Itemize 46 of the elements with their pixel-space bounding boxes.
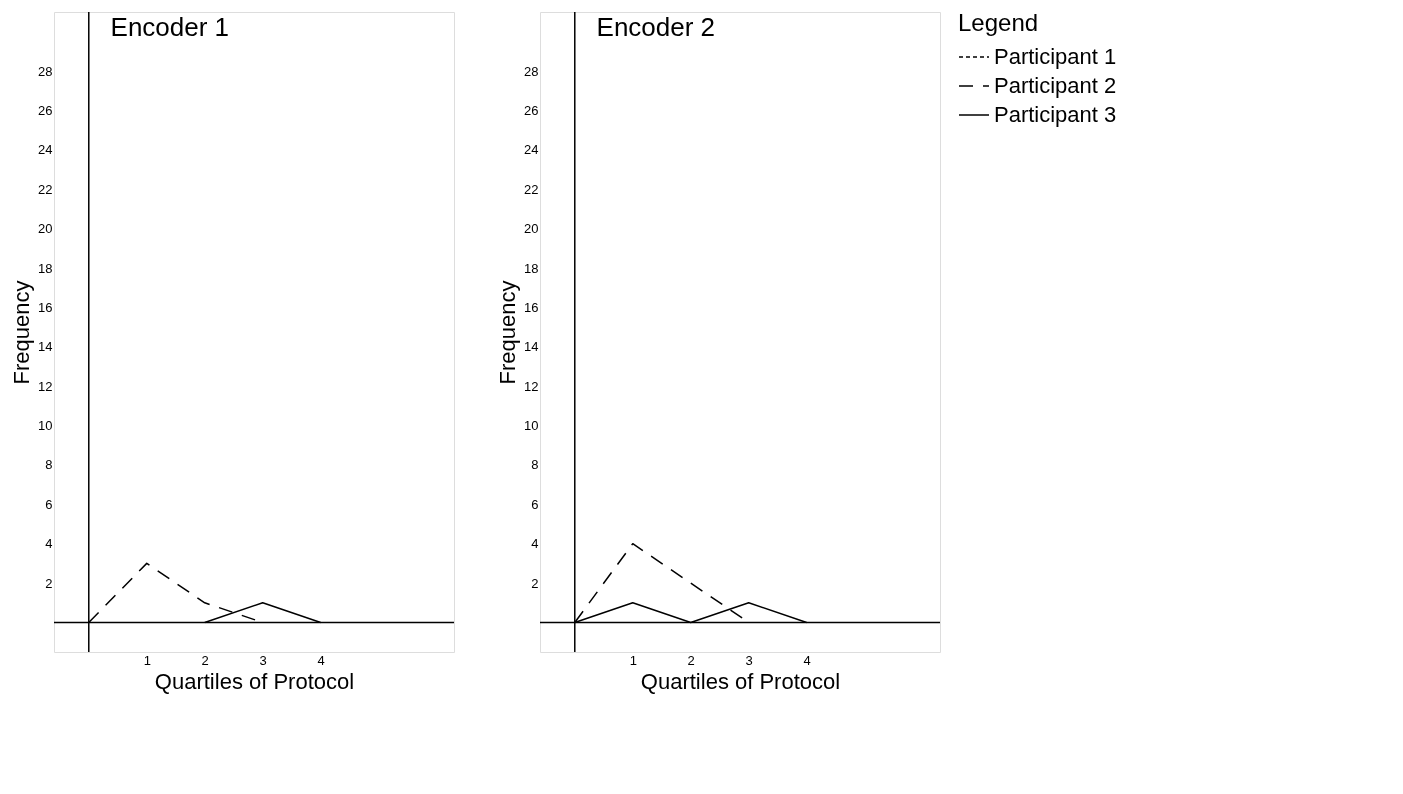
y-tick-label: 6 [531,496,539,512]
x-tick-label: 1 [143,652,151,668]
y-tick-label: 28 [524,63,539,79]
y-tick-label: 16 [38,299,53,315]
y-tick-label: 2 [45,575,53,591]
x-axis-title: Quartiles of Protocol [640,668,841,694]
y-tick-label: 18 [38,260,53,276]
x-tick-label: 4 [317,652,325,668]
x-tick-label: 1 [629,652,637,668]
x-tick-label: 2 [687,652,695,668]
y-tick-label: 8 [45,457,53,473]
legend-title: Legend [958,9,1039,36]
y-tick-label: 14 [38,339,53,355]
chart-title: Encoder 1 [110,12,230,43]
y-tick-label: 4 [531,536,539,552]
y-tick-label: 20 [524,221,539,237]
x-tick-label: 3 [745,652,753,668]
y-tick-label: 12 [524,378,539,394]
y-tick-label: 18 [524,260,539,276]
y-tick-label: 28 [38,63,53,79]
y-axis-title: Frequency [9,280,35,385]
y-tick-label: 10 [38,418,53,434]
y-tick-label: 26 [524,102,539,118]
y-tick-label: 22 [38,181,53,197]
y-tick-label: 6 [45,496,53,512]
legend-label: Participant 3 [994,102,1117,127]
y-tick-label: 24 [524,142,539,158]
legend-label: Participant 2 [994,73,1117,98]
y-tick-label: 12 [38,378,53,394]
y-axis-title: Frequency [495,280,521,385]
y-tick-label: 24 [38,142,53,158]
y-tick-label: 14 [524,339,539,355]
x-axis-title: Quartiles of Protocol [154,668,355,694]
chart-title: Encoder 2 [596,12,716,43]
y-tick-label: 2 [531,575,539,591]
x-tick-label: 3 [259,652,267,668]
x-tick-label: 2 [201,652,209,668]
y-tick-label: 26 [38,102,53,118]
x-tick-label: 4 [803,652,811,668]
y-tick-label: 4 [45,536,53,552]
legend-label: Participant 1 [994,44,1117,69]
y-tick-label: 22 [524,181,539,197]
y-tick-label: 20 [38,221,53,237]
y-tick-label: 10 [524,418,539,434]
y-tick-label: 8 [531,457,539,473]
y-tick-label: 16 [524,299,539,315]
